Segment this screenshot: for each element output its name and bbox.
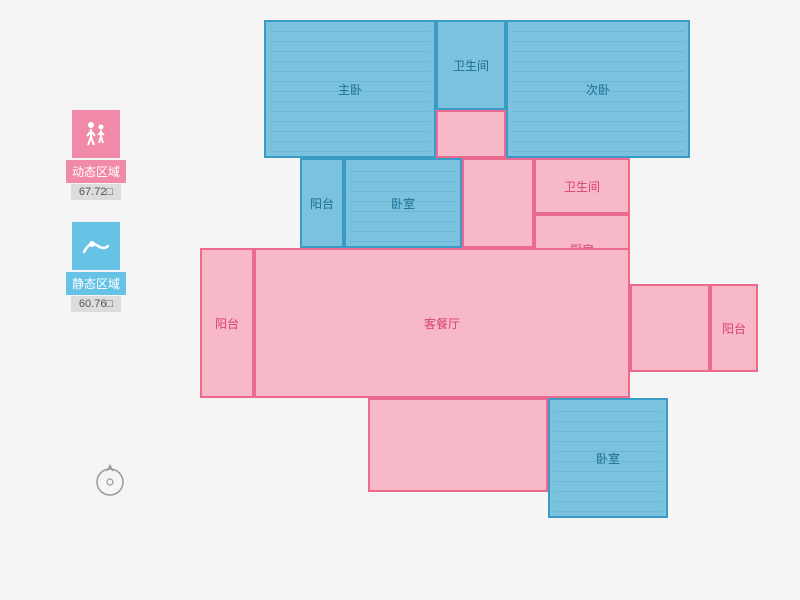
room-label: 客餐厅 bbox=[424, 315, 460, 332]
room-bathroom-top: 卫生间 bbox=[436, 20, 506, 110]
room-second-bedroom: 次卧 bbox=[506, 20, 690, 158]
room-label: 阳台 bbox=[215, 315, 239, 332]
room-label: 卫生间 bbox=[453, 57, 489, 74]
legend-static-value: 60.76□ bbox=[71, 296, 121, 312]
room-bedroom-lower: 卧室 bbox=[548, 398, 668, 518]
room-hall-vertical bbox=[462, 158, 534, 248]
room-label: 阳台 bbox=[722, 320, 746, 337]
room-label: 主卧 bbox=[338, 81, 362, 98]
legend-static-label: 静态区域 bbox=[66, 272, 126, 295]
room-label: 卧室 bbox=[391, 195, 415, 212]
room-corridor-top bbox=[436, 110, 506, 158]
legend: 动态区域 67.72□ 静态区域 60.76□ bbox=[60, 110, 132, 334]
room-right-ext bbox=[630, 284, 710, 372]
room-living-dining: 客餐厅 bbox=[254, 248, 630, 398]
room-balcony-left-sm: 阳台 bbox=[300, 158, 344, 248]
sleep-icon bbox=[72, 222, 120, 270]
room-balcony-left: 阳台 bbox=[200, 248, 254, 398]
legend-dynamic-value: 67.72□ bbox=[71, 184, 121, 200]
room-label: 阳台 bbox=[310, 195, 334, 212]
floor-plan: 主卧卫生间次卧阳台卧室卫生间厨房阳台客餐厅阳台卧室 bbox=[200, 20, 770, 575]
people-icon bbox=[72, 110, 120, 158]
room-master-bedroom: 主卧 bbox=[264, 20, 436, 158]
compass-icon bbox=[90, 460, 130, 500]
room-label: 卫生间 bbox=[564, 178, 600, 195]
room-label: 次卧 bbox=[586, 81, 610, 98]
room-balcony-right: 阳台 bbox=[710, 284, 758, 372]
room-bedroom-mid: 卧室 bbox=[344, 158, 462, 248]
room-label: 卧室 bbox=[596, 450, 620, 467]
legend-static: 静态区域 60.76□ bbox=[60, 222, 132, 312]
legend-dynamic: 动态区域 67.72□ bbox=[60, 110, 132, 200]
legend-dynamic-label: 动态区域 bbox=[66, 160, 126, 183]
room-hall-lower bbox=[368, 398, 548, 492]
room-bathroom-right: 卫生间 bbox=[534, 158, 630, 214]
